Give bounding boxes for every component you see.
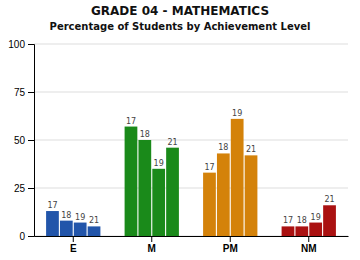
bar-label: 19 xyxy=(154,159,164,168)
tick-label: M xyxy=(148,243,156,254)
bar xyxy=(309,223,322,236)
tick: 100 xyxy=(8,39,34,50)
bar-label: 17 xyxy=(204,163,214,172)
grid-line xyxy=(34,188,348,189)
bar xyxy=(217,153,230,236)
bar xyxy=(138,140,151,236)
bar-label: 19 xyxy=(75,213,85,222)
bar xyxy=(74,223,87,236)
bar-label: 18 xyxy=(140,130,150,139)
grid-line xyxy=(34,44,348,45)
bar xyxy=(166,148,179,236)
subtitle: Percentage of Students by Achievement Le… xyxy=(50,21,311,32)
plot: 17171717181818181919191921212121EMPMNM02… xyxy=(8,39,348,254)
bar xyxy=(323,205,336,236)
bar xyxy=(245,155,258,236)
grid-line xyxy=(34,92,348,93)
tick: 50 xyxy=(14,135,34,146)
tick-mark xyxy=(28,92,34,93)
bar-label: 18 xyxy=(218,143,228,152)
bar xyxy=(231,119,244,236)
tick-label: 0 xyxy=(19,231,25,242)
tick: 75 xyxy=(14,87,34,98)
bar-label: 17 xyxy=(126,117,136,126)
grid xyxy=(34,44,348,236)
bar xyxy=(152,169,165,236)
axis-domain xyxy=(28,45,35,237)
bar-label: 21 xyxy=(167,138,177,147)
bar xyxy=(60,221,73,236)
bar xyxy=(203,173,216,236)
tick: M xyxy=(148,236,156,254)
bar-label: 17 xyxy=(47,201,57,210)
tick-mark xyxy=(73,236,74,242)
tick-label: E xyxy=(70,243,77,254)
title: GRADE 04 - MATHEMATICS xyxy=(91,4,269,18)
tick-label: 75 xyxy=(14,87,26,98)
tick: 0 xyxy=(19,231,34,242)
y-axis: 0 25 50 75 100 xyxy=(8,39,34,242)
tick-mark xyxy=(28,44,34,45)
bars xyxy=(46,119,336,236)
bar xyxy=(46,211,59,236)
bar xyxy=(295,226,308,236)
axis-domain xyxy=(35,236,349,237)
chart: GRADE 04 - MATHEMATICS Percentage of Stud… xyxy=(0,0,360,260)
bar-label: 18 xyxy=(297,216,307,225)
bar-label: 19 xyxy=(311,213,321,222)
bar xyxy=(125,127,138,236)
bar-label: 21 xyxy=(324,195,334,204)
tick-mark xyxy=(308,236,309,242)
tick: 25 xyxy=(14,183,34,194)
tick: NM xyxy=(301,236,317,254)
bar-labels: 17171717181818181919191921212121 xyxy=(47,109,334,226)
tick-label: 100 xyxy=(8,39,25,50)
tick-mark xyxy=(28,236,34,237)
tick: PM xyxy=(223,236,238,254)
tick-mark xyxy=(230,236,231,242)
bar xyxy=(282,226,295,236)
tick-label: PM xyxy=(223,243,238,254)
bar-label: 21 xyxy=(89,216,99,225)
tick-label: 50 xyxy=(14,135,26,146)
bar-label: 19 xyxy=(232,109,242,118)
tick: E xyxy=(70,236,77,254)
bar-label: 18 xyxy=(61,211,71,220)
tick-mark xyxy=(28,188,34,189)
bar-label: 21 xyxy=(246,145,256,154)
tick-mark xyxy=(151,236,152,242)
x-axis: E M PM NM xyxy=(35,236,349,254)
bar-label: 17 xyxy=(283,216,293,225)
tick-label: NM xyxy=(301,243,317,254)
tick-label: 25 xyxy=(14,183,26,194)
grid-line xyxy=(34,140,348,141)
tick-mark xyxy=(28,140,34,141)
bar xyxy=(88,226,101,236)
